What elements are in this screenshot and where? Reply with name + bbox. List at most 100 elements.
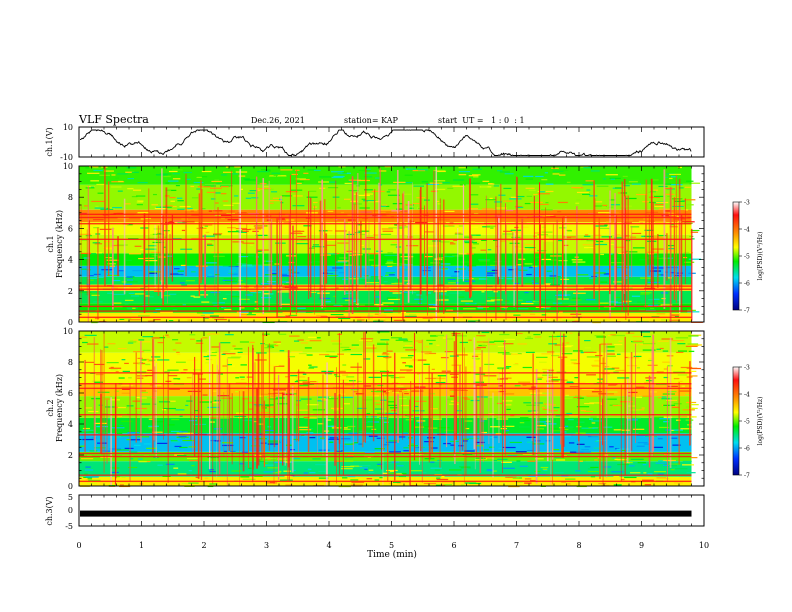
spectrogram-speckle bbox=[424, 446, 430, 448]
spectrogram-speckle bbox=[345, 409, 354, 411]
spectrogram-speckle bbox=[505, 366, 512, 368]
spectrogram-speckle bbox=[349, 347, 356, 349]
spectrogram-speckle bbox=[139, 397, 147, 399]
spectrogram-speckle bbox=[210, 198, 216, 200]
spectrogram-speckle bbox=[281, 195, 292, 197]
spectrogram-speckle bbox=[330, 407, 343, 409]
spectrogram-speckle bbox=[196, 340, 203, 342]
spectrogram-speckle bbox=[563, 236, 576, 238]
spectrogram-speckle bbox=[490, 264, 497, 267]
spectrogram-speckle bbox=[309, 190, 317, 192]
spectrogram-speckle bbox=[524, 263, 533, 265]
spectrogram-speckle bbox=[334, 374, 338, 376]
ch2-spectrogram-image bbox=[79, 331, 703, 488]
spectrogram-speckle bbox=[482, 208, 494, 210]
spectrogram-streak bbox=[387, 370, 389, 481]
spectrogram-speckle bbox=[441, 482, 454, 484]
spectrogram-speckle bbox=[82, 427, 90, 430]
spectrogram-speckle bbox=[253, 404, 266, 406]
spectrogram-speckle bbox=[233, 481, 240, 483]
spectrogram-speckle bbox=[666, 391, 677, 393]
spectrogram-streak bbox=[270, 218, 273, 292]
spectrogram-speckle bbox=[435, 188, 446, 191]
spectrogram-speckle bbox=[586, 356, 599, 358]
spectrogram-speckle bbox=[472, 174, 481, 176]
spectrogram-speckle bbox=[607, 384, 617, 386]
spectrogram-speckle bbox=[391, 409, 397, 412]
spectrogram-speckle bbox=[187, 359, 199, 361]
spectrogram-speckle bbox=[289, 275, 295, 277]
spectrogram-speckle bbox=[542, 408, 550, 411]
spectrogram-speckle bbox=[642, 349, 656, 351]
spectrogram-speckle bbox=[593, 447, 602, 449]
spectrogram-speckle bbox=[350, 484, 363, 486]
spectrogram-speckle bbox=[483, 457, 494, 459]
spectrogram-speckle bbox=[222, 298, 227, 300]
spectrogram-speckle bbox=[172, 349, 177, 351]
spectrogram-speckle bbox=[168, 293, 177, 295]
spectrogram-speckle bbox=[592, 427, 598, 429]
spectrogram-streak bbox=[100, 393, 102, 454]
spectrogram-speckle bbox=[104, 257, 109, 259]
spectrogram-speckle bbox=[272, 197, 279, 199]
spectrogram-streak bbox=[185, 173, 187, 277]
spectrogram-speckle bbox=[624, 250, 629, 252]
spectrogram-speckle bbox=[346, 172, 351, 174]
spectrogram-speckle bbox=[669, 226, 678, 228]
spectrogram-speckle bbox=[208, 210, 213, 212]
spectrogram-speckle bbox=[147, 237, 158, 240]
spectrogram-streak bbox=[576, 206, 578, 317]
spectrogram-streak bbox=[505, 224, 507, 321]
spectrogram-speckle bbox=[550, 255, 562, 257]
spectrogram-speckle bbox=[211, 251, 223, 254]
spectrogram-speckle bbox=[118, 270, 124, 272]
spectrogram-speckle bbox=[357, 183, 367, 185]
spectrogram-speckle bbox=[476, 346, 486, 349]
spectrogram-speckle bbox=[360, 279, 367, 281]
spectrogram-speckle bbox=[350, 389, 359, 391]
spectrogram-speckle bbox=[616, 353, 621, 355]
spectrogram-streak bbox=[190, 395, 192, 441]
spectrogram-speckle bbox=[260, 282, 273, 285]
spectrogram-speckle bbox=[591, 365, 600, 367]
spectrogram-speckle bbox=[663, 459, 676, 462]
spectrogram-speckle bbox=[83, 205, 88, 207]
spectrogram-speckle bbox=[684, 261, 695, 263]
spectrogram-streak bbox=[357, 362, 359, 443]
spectrogram-speckle bbox=[412, 410, 425, 412]
spectrogram-speckle bbox=[261, 393, 274, 395]
date-label: Dec.26, 2021 bbox=[251, 116, 305, 125]
spectrogram-speckle bbox=[218, 417, 230, 419]
spectrogram-speckle bbox=[249, 290, 257, 292]
spectrogram-speckle bbox=[90, 186, 95, 188]
spectrogram-speckle bbox=[82, 438, 94, 441]
spectrogram-speckle bbox=[630, 458, 644, 460]
spectrogram-streak bbox=[402, 392, 404, 440]
spectrogram-speckle bbox=[167, 180, 179, 182]
spectrogram-speckle bbox=[264, 347, 273, 349]
spectrogram-speckle bbox=[283, 222, 290, 224]
spectrogram-speckle bbox=[138, 200, 144, 202]
x-tick-label: 9 bbox=[639, 541, 644, 550]
spectrogram-speckle bbox=[127, 188, 134, 190]
spectrogram-speckle bbox=[317, 292, 330, 294]
spectrogram-speckle bbox=[494, 215, 503, 217]
spectrogram-speckle bbox=[552, 170, 564, 172]
spectrogram-speckle bbox=[530, 394, 538, 396]
spectrogram-speckle bbox=[198, 378, 206, 380]
spectrogram-speckle bbox=[200, 294, 209, 296]
spectrogram-speckle bbox=[460, 484, 465, 486]
spectrogram-speckle bbox=[118, 377, 125, 379]
spectrogram-speckle bbox=[263, 457, 276, 460]
spectrogram-speckle bbox=[406, 370, 412, 372]
spectrogram-speckle bbox=[230, 350, 241, 352]
spectrogram-speckle bbox=[591, 391, 602, 393]
spectrogram-speckle bbox=[337, 172, 349, 175]
spectrogram-speckle bbox=[570, 313, 582, 315]
spectrogram-speckle bbox=[382, 410, 388, 412]
spectrogram-speckle bbox=[529, 479, 536, 482]
spectrogram-speckle bbox=[656, 477, 670, 479]
spectrogram-speckle bbox=[535, 356, 548, 358]
spectrogram-speckle bbox=[672, 444, 681, 446]
spectrogram-speckle bbox=[385, 272, 396, 274]
